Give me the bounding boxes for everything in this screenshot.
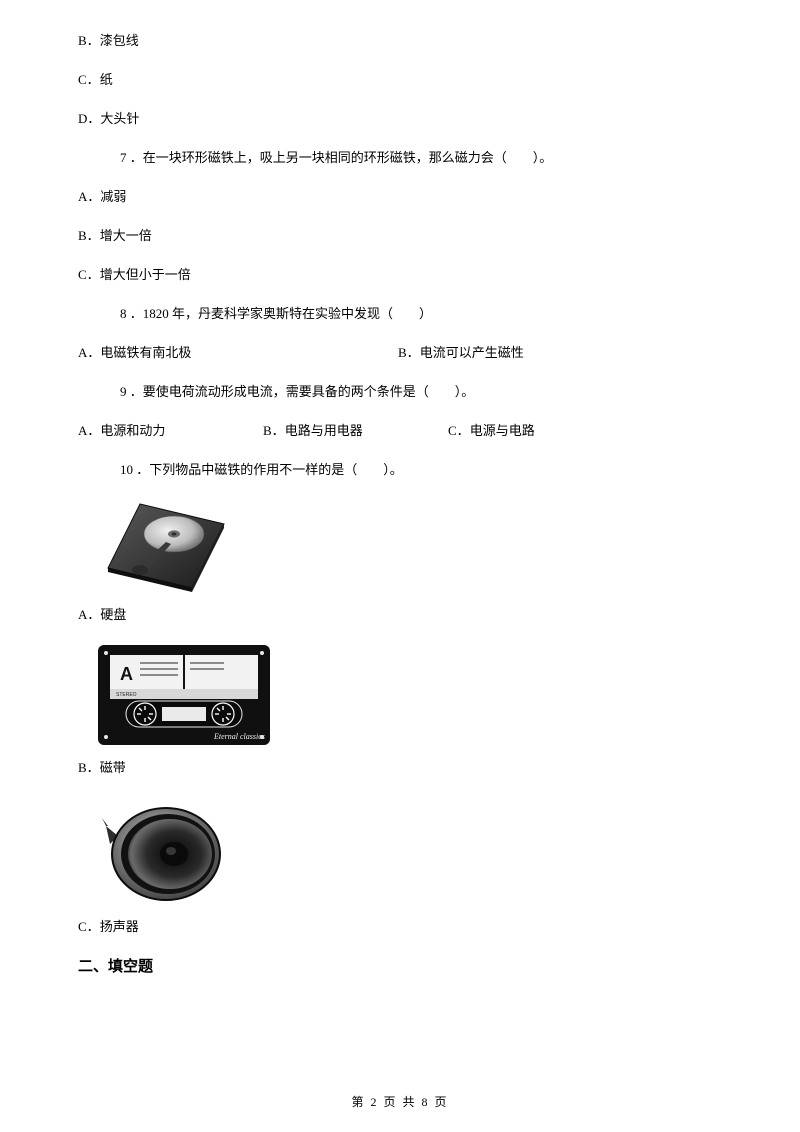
section-2-title: 二、填空题 bbox=[78, 955, 722, 976]
option-key: B bbox=[78, 228, 87, 243]
option-key: B bbox=[78, 33, 87, 48]
option-key: C bbox=[448, 423, 457, 438]
q8-options-row: A．电磁铁有南北极 B．电流可以产生磁性 bbox=[78, 342, 722, 361]
cassette-side-label: A bbox=[120, 664, 133, 684]
cassette-tape-icon: A STEREO Eternal classics bbox=[96, 643, 272, 747]
option-text: 电路与用电器 bbox=[285, 423, 363, 438]
option-text: 硬盘 bbox=[100, 607, 126, 622]
option-text: 电源和动力 bbox=[100, 423, 165, 438]
option-d[interactable]: D．大头针 bbox=[78, 108, 722, 127]
loudspeaker-icon bbox=[96, 796, 226, 906]
option-key: A bbox=[78, 607, 87, 622]
option-key: C bbox=[78, 919, 87, 934]
q10-option-c[interactable]: C．扬声器 bbox=[78, 916, 722, 935]
option-text: 电源与电路 bbox=[470, 423, 535, 438]
option-text: 电流可以产生磁性 bbox=[420, 345, 524, 360]
question-number: 10 ． bbox=[120, 462, 149, 477]
hdd-image bbox=[78, 498, 722, 594]
question-9: 9 ．要使电荷流动形成电流，需要具备的两个条件是（ ）。 bbox=[78, 381, 722, 400]
question-text: 在一块环形磁铁上，吸上另一块相同的环形磁铁，那么磁力会（ ）。 bbox=[143, 150, 553, 165]
question-text: 1820 年，丹麦科学家奥斯特在实验中发现（ ） bbox=[143, 306, 432, 321]
option-key: A bbox=[78, 189, 87, 204]
footer-prefix: 第 bbox=[351, 1095, 370, 1109]
option-key: B bbox=[78, 760, 87, 775]
option-text: 漆包线 bbox=[100, 33, 139, 48]
footer-suffix: 页 bbox=[430, 1095, 449, 1109]
speaker-image bbox=[78, 796, 722, 906]
question-text: 要使电荷流动形成电流，需要具备的两个条件是（ ）。 bbox=[143, 384, 475, 399]
footer-mid: 页 共 bbox=[378, 1095, 421, 1109]
question-7: 7 ．在一块环形磁铁上，吸上另一块相同的环形磁铁，那么磁力会（ ）。 bbox=[78, 147, 722, 166]
footer-total: 8 bbox=[422, 1095, 430, 1109]
q8-option-a[interactable]: A．电磁铁有南北极 bbox=[78, 342, 398, 361]
option-key: B bbox=[263, 423, 272, 438]
q9-option-b[interactable]: B．电路与用电器 bbox=[263, 420, 448, 439]
option-key: C bbox=[78, 72, 87, 87]
option-text: 纸 bbox=[100, 72, 113, 87]
q7-option-a[interactable]: A．减弱 bbox=[78, 186, 722, 205]
q7-option-b[interactable]: B．增大一倍 bbox=[78, 225, 722, 244]
cassette-brand-label: Eternal classics bbox=[213, 732, 265, 741]
option-text: 增大但小于一倍 bbox=[100, 267, 191, 282]
option-text: 减弱 bbox=[100, 189, 126, 204]
cassette-sub-label: STEREO bbox=[116, 692, 137, 698]
question-10: 10 ．下列物品中磁铁的作用不一样的是（ ）。 bbox=[78, 459, 722, 478]
option-key: A bbox=[78, 345, 87, 360]
option-key: A bbox=[78, 423, 87, 438]
option-text: 磁带 bbox=[100, 760, 126, 775]
option-c[interactable]: C．纸 bbox=[78, 69, 722, 88]
page-footer: 第 2 页 共 8 页 bbox=[0, 1093, 800, 1110]
q9-option-a[interactable]: A．电源和动力 bbox=[78, 420, 263, 439]
cassette-image: A STEREO Eternal classics bbox=[78, 643, 722, 747]
option-text: 扬声器 bbox=[100, 919, 139, 934]
option-text: 增大一倍 bbox=[100, 228, 152, 243]
q9-option-c[interactable]: C．电源与电路 bbox=[448, 420, 633, 439]
question-number: 8 ． bbox=[120, 306, 143, 321]
option-text: 电磁铁有南北极 bbox=[100, 345, 191, 360]
option-key: C bbox=[78, 267, 87, 282]
question-number: 9 ． bbox=[120, 384, 143, 399]
question-number: 7 ． bbox=[120, 150, 143, 165]
hard-disk-icon bbox=[96, 498, 236, 594]
question-text: 下列物品中磁铁的作用不一样的是（ ）。 bbox=[149, 462, 403, 477]
q10-option-a[interactable]: A．硬盘 bbox=[78, 604, 722, 623]
option-key: B bbox=[398, 345, 407, 360]
question-8: 8 ．1820 年，丹麦科学家奥斯特在实验中发现（ ） bbox=[78, 303, 722, 322]
q10-option-b[interactable]: B．磁带 bbox=[78, 757, 722, 776]
option-b[interactable]: B．漆包线 bbox=[78, 30, 722, 49]
q7-option-c[interactable]: C．增大但小于一倍 bbox=[78, 264, 722, 283]
q8-option-b[interactable]: B．电流可以产生磁性 bbox=[398, 342, 722, 361]
option-text: 大头针 bbox=[100, 111, 139, 126]
option-key: D bbox=[78, 111, 87, 126]
q9-options-row: A．电源和动力 B．电路与用电器 C．电源与电路 bbox=[78, 420, 722, 439]
